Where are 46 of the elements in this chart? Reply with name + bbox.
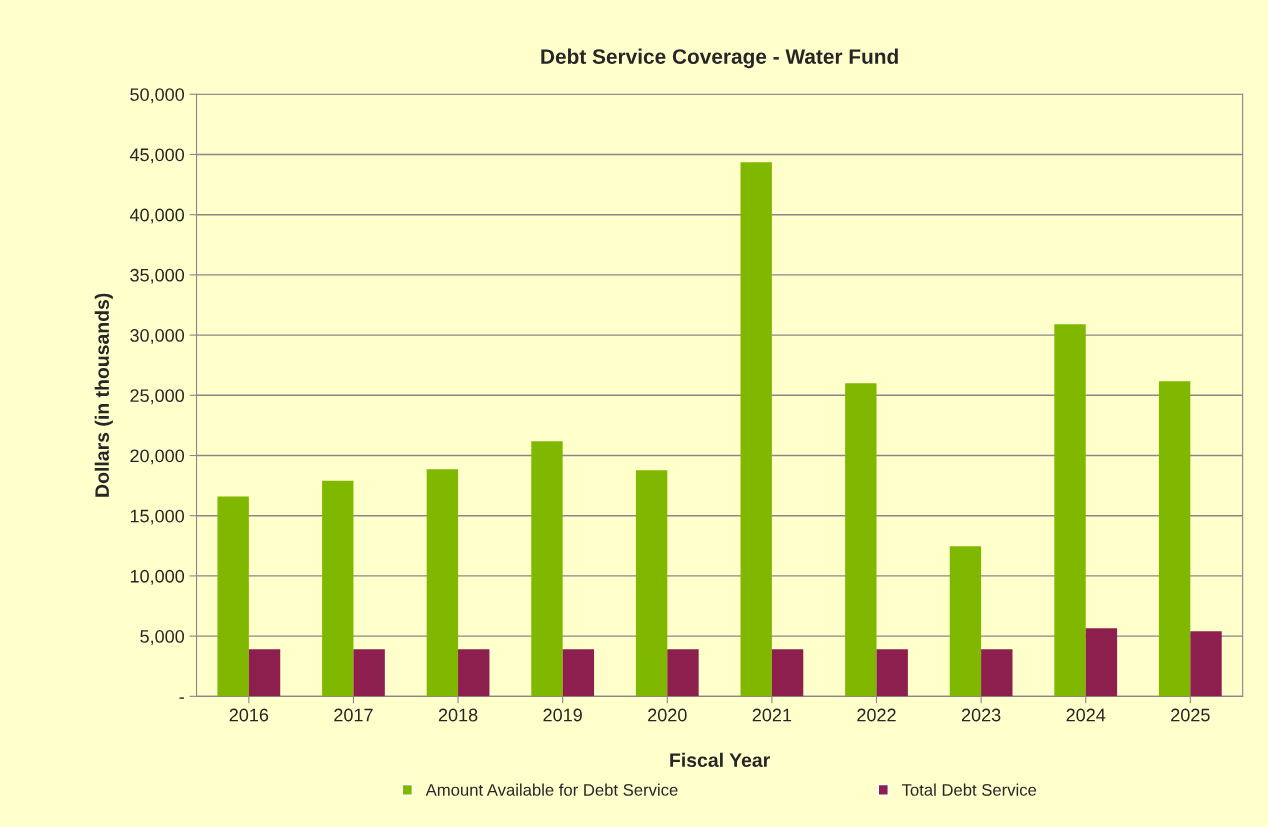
x-axis-title: Fiscal Year xyxy=(670,752,770,768)
bar xyxy=(458,649,490,697)
bar xyxy=(740,162,772,697)
x-tick-label: 2017 xyxy=(334,708,373,722)
bar xyxy=(1190,631,1222,697)
x-tick-label: 2022 xyxy=(857,708,896,722)
y-tick-label: 40,000 xyxy=(129,208,185,224)
bar xyxy=(1085,628,1118,697)
bar xyxy=(426,469,459,697)
y-tick-label: 20,000 xyxy=(130,449,185,465)
y-tick-label: 45,000 xyxy=(129,148,185,164)
x-tick-label: 2021 xyxy=(752,708,792,722)
bar xyxy=(322,480,354,697)
y-tick-label: 10,000 xyxy=(130,569,185,585)
y-tick-label: 15,000 xyxy=(130,509,185,525)
x-tick-label: 2024 xyxy=(1066,708,1106,722)
y-tick-label: 50,000 xyxy=(130,88,185,104)
bar xyxy=(562,649,595,697)
x-tick-label: 2025 xyxy=(1171,708,1210,722)
legend-label: Total Debt Service xyxy=(901,783,1037,796)
legend-label: Amount Available for Debt Service xyxy=(425,783,678,796)
x-tick-label: 2019 xyxy=(543,708,582,722)
bar xyxy=(635,470,668,697)
bar xyxy=(876,649,908,697)
y-tick-label: 30,000 xyxy=(130,329,185,344)
bar xyxy=(667,649,699,697)
x-tick-label: 2020 xyxy=(648,708,687,722)
bar xyxy=(981,649,1013,697)
y-axis-title: Dollars (in thousands) xyxy=(94,293,113,497)
y-tick-label: 5,000 xyxy=(140,630,185,645)
x-tick-label: 2018 xyxy=(438,708,478,722)
bar xyxy=(1054,324,1086,697)
bar xyxy=(845,383,877,697)
bar xyxy=(217,496,249,697)
y-tick-label: 25,000 xyxy=(130,389,185,405)
x-tick-label: 2023 xyxy=(961,708,1001,722)
bar xyxy=(353,649,385,697)
y-tick-label: - xyxy=(179,697,184,699)
x-tick-label: 2016 xyxy=(229,708,269,722)
y-tick-label: 35,000 xyxy=(130,268,185,284)
bar xyxy=(248,649,281,697)
bar xyxy=(949,546,982,697)
bar xyxy=(1158,381,1191,697)
bar xyxy=(531,441,563,697)
chart-title: Debt Service Coverage - Water Fund xyxy=(541,48,898,69)
bar xyxy=(771,649,804,697)
